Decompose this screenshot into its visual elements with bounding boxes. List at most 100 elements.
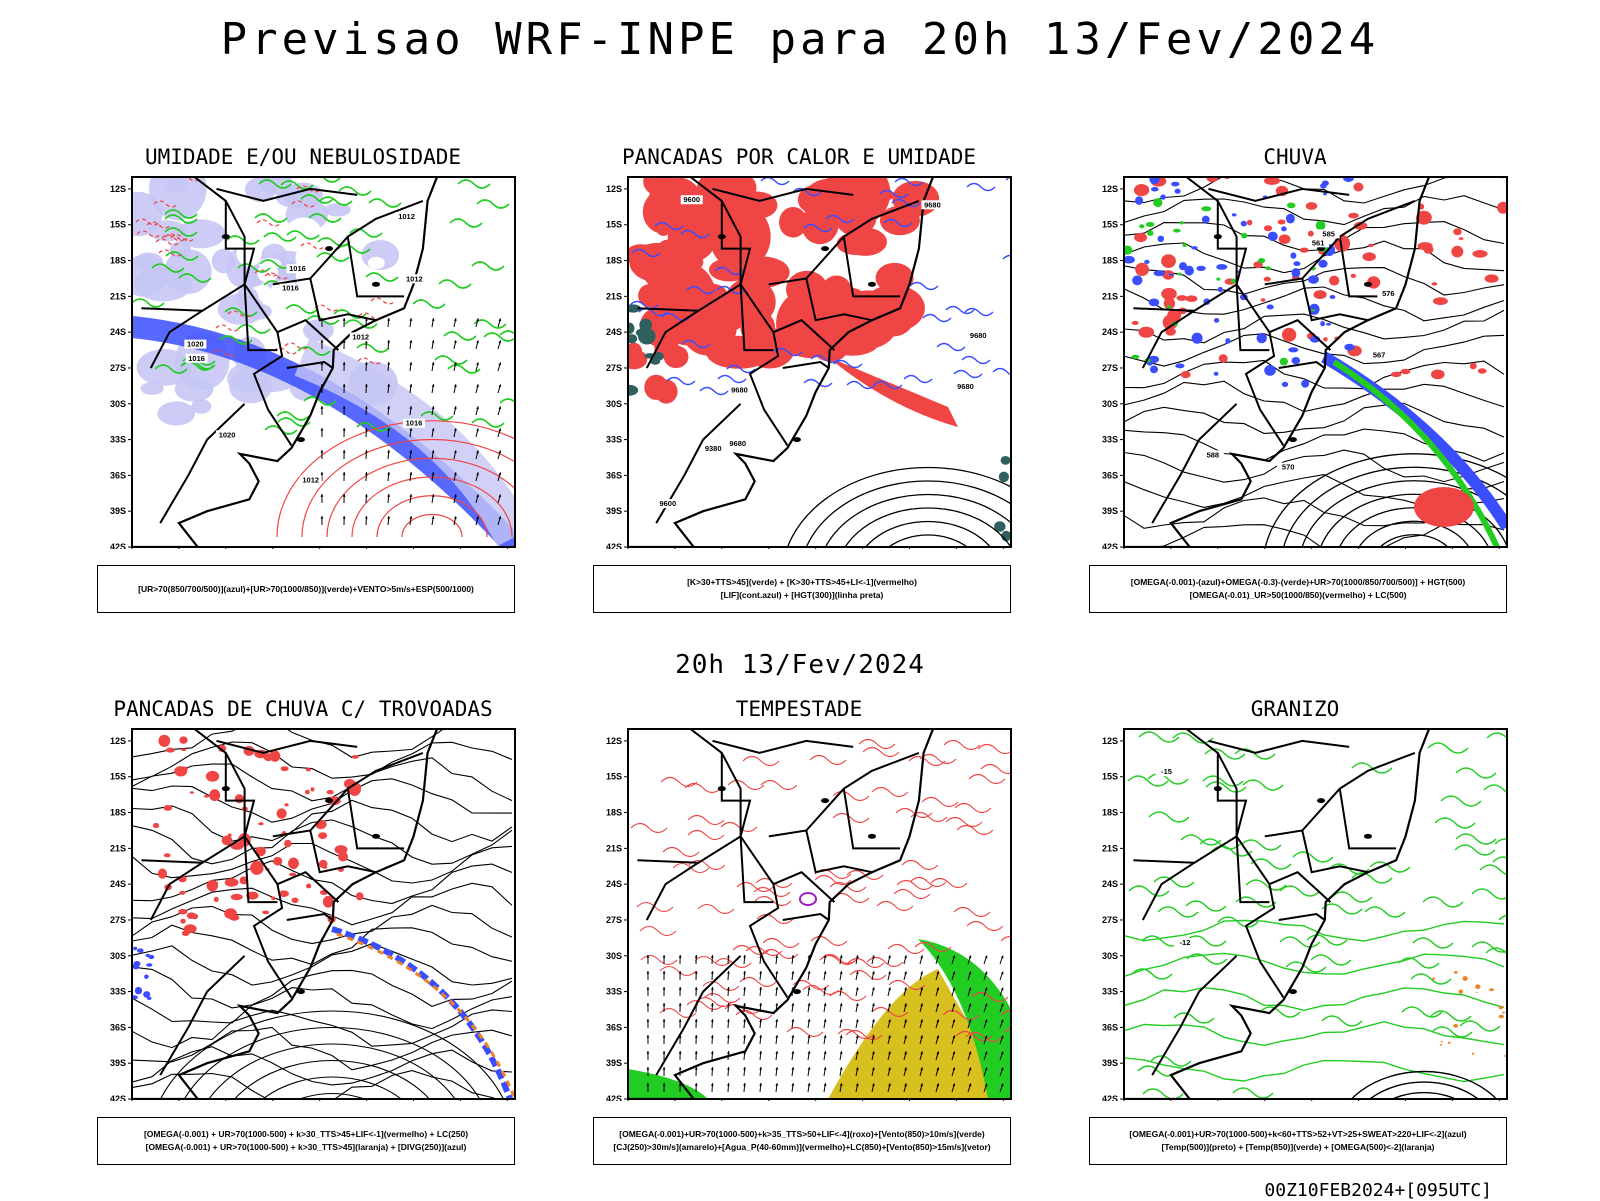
wind-vector-head bbox=[647, 1051, 650, 1054]
rain-red bbox=[1351, 274, 1356, 278]
legend-line: [CJ(250)>30m/s](amarelo)+[Agua_P(40-60mm… bbox=[613, 1141, 990, 1154]
omega-orange bbox=[1440, 1044, 1442, 1046]
rain-green bbox=[1201, 206, 1211, 211]
storm-red bbox=[164, 853, 171, 857]
lake-shape bbox=[325, 246, 333, 251]
lat-label: 24S bbox=[606, 879, 622, 889]
temp-850-green bbox=[1151, 1056, 1191, 1066]
lake-shape bbox=[821, 798, 829, 803]
divergence-blue-west bbox=[143, 991, 150, 998]
wind-arrow-head bbox=[365, 472, 368, 475]
lat-label: 12S bbox=[110, 736, 126, 746]
wind-vector-head bbox=[759, 1051, 762, 1054]
rain-red bbox=[1433, 297, 1448, 305]
storm-red bbox=[271, 897, 276, 901]
rain-blue bbox=[1225, 338, 1230, 344]
omega-orange bbox=[1499, 1015, 1504, 1019]
storm-red bbox=[225, 878, 239, 886]
lat-label: 36S bbox=[110, 1022, 126, 1032]
lat-label: 39S bbox=[606, 1058, 622, 1068]
panel-title: TEMPESTADE bbox=[583, 697, 1015, 721]
lat-label: 33S bbox=[606, 435, 622, 445]
precip-water-red bbox=[761, 781, 797, 790]
contour-label: 570 bbox=[1282, 463, 1295, 472]
lat-label: 30S bbox=[606, 951, 622, 961]
lat-label: 27S bbox=[110, 915, 126, 925]
storm-red bbox=[158, 869, 167, 879]
wind-vector-head bbox=[663, 955, 666, 958]
legend-line: [OMEGA(-0.001)+UR>70(1000-500)+k<60+TTS>… bbox=[1129, 1128, 1466, 1141]
wind-vector-head bbox=[743, 1067, 746, 1070]
rain-red bbox=[1485, 274, 1499, 282]
temp-850-green bbox=[1441, 796, 1481, 806]
rain-red bbox=[1261, 298, 1266, 302]
contour-label: 9680 bbox=[970, 331, 987, 340]
rain-red bbox=[1186, 295, 1198, 302]
omega-orange bbox=[1432, 977, 1435, 980]
wind-arrow-head bbox=[321, 406, 324, 409]
wind-vector-head bbox=[679, 987, 682, 990]
lat-label: 30S bbox=[110, 399, 126, 409]
storm-red bbox=[178, 909, 187, 915]
divergence-blue-west bbox=[137, 948, 144, 952]
legend-line: [K>30+TTS>45](verde) + [K>30+TTS>45+LI<-… bbox=[687, 576, 917, 589]
wind-vector-head bbox=[759, 1067, 762, 1070]
rain-green bbox=[1280, 358, 1288, 366]
rain-red bbox=[1401, 369, 1411, 374]
wind-arrow-head bbox=[343, 472, 346, 475]
country-border bbox=[287, 914, 333, 920]
lake-shape bbox=[372, 282, 380, 287]
lat-label: 42S bbox=[1102, 1094, 1118, 1101]
lat-label: 24S bbox=[1102, 327, 1118, 337]
storm-red bbox=[180, 919, 185, 924]
temp-850-green bbox=[1233, 1088, 1273, 1098]
rain-red bbox=[1132, 321, 1139, 325]
instability-teal bbox=[639, 319, 652, 331]
lat-label: 27S bbox=[606, 915, 622, 925]
storm-red bbox=[206, 771, 219, 782]
divergence-blue-west bbox=[133, 947, 137, 950]
rain-red-south bbox=[1414, 487, 1474, 527]
moisture-green-contour bbox=[238, 325, 270, 333]
map-pancadas-calor: 9680968096809680960096809600938012S15S18… bbox=[593, 175, 1013, 549]
wind-arrow-head bbox=[321, 494, 324, 497]
storm-red bbox=[305, 790, 310, 795]
lat-label: 30S bbox=[1102, 399, 1118, 409]
humidity-lavender bbox=[140, 382, 163, 395]
wind-vector-head bbox=[743, 987, 746, 990]
temp-850-green bbox=[1186, 901, 1226, 911]
precip-water-red bbox=[688, 816, 724, 825]
lat-label: 12S bbox=[1102, 736, 1118, 746]
contour-label: 1012 bbox=[302, 476, 319, 485]
streamline-arc bbox=[170, 1028, 494, 1102]
precip-water-red bbox=[978, 745, 1013, 754]
temp-850-green-line bbox=[1124, 988, 1504, 1011]
rain-blue bbox=[1202, 216, 1210, 224]
precip-water-red bbox=[810, 756, 846, 765]
precip-water-red bbox=[640, 927, 676, 936]
lat-label: 39S bbox=[110, 1058, 126, 1068]
contour-label: 9680 bbox=[731, 386, 748, 395]
moisture-green-contour bbox=[357, 344, 389, 352]
wind-vector-head bbox=[679, 955, 682, 958]
lifted-index-blue bbox=[761, 178, 789, 185]
lake-shape bbox=[793, 989, 801, 994]
precip-water-red bbox=[631, 824, 667, 833]
storm-red bbox=[335, 845, 348, 854]
lat-label: 27S bbox=[1102, 915, 1118, 925]
storm-red bbox=[212, 881, 218, 887]
moisture-green-contour bbox=[435, 356, 467, 364]
lat-label: 42S bbox=[606, 542, 622, 549]
instability-red-west bbox=[621, 350, 648, 370]
humidity-lavender bbox=[137, 349, 193, 386]
height-500-contour bbox=[1389, 548, 1439, 549]
lifted-index-blue bbox=[946, 307, 974, 314]
wind-vector-head bbox=[663, 1035, 666, 1038]
rain-red bbox=[1139, 327, 1155, 338]
wind-vector-head bbox=[711, 1019, 714, 1022]
storm-red bbox=[250, 861, 263, 875]
streamline bbox=[132, 1047, 512, 1085]
rain-green bbox=[1216, 278, 1220, 281]
